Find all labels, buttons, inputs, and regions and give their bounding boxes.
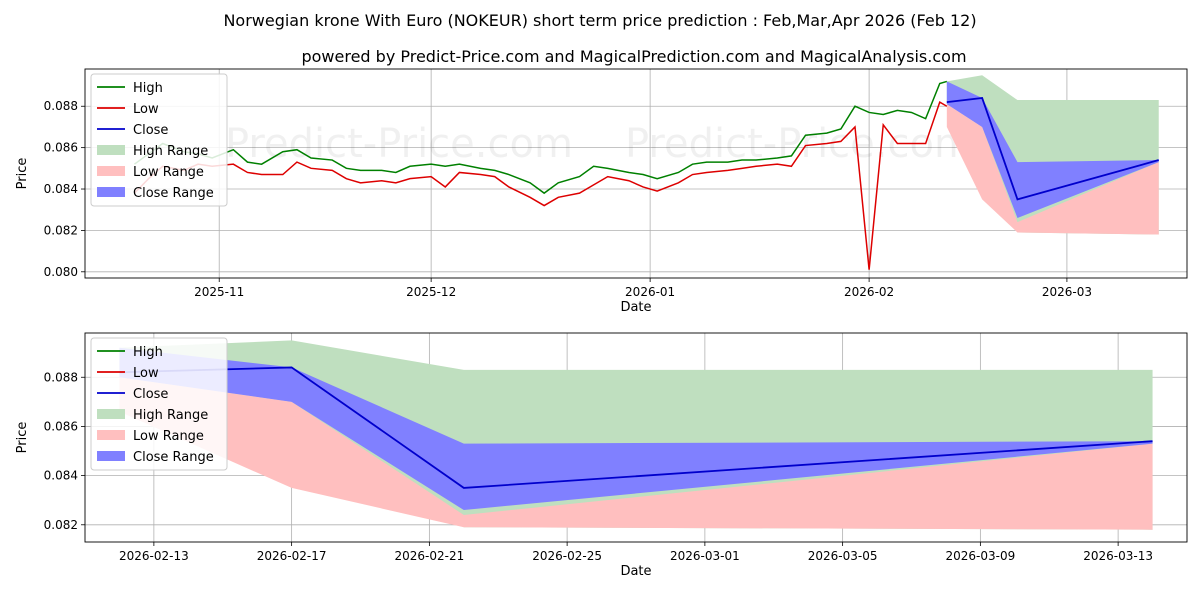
legend-low-range-swatch (97, 166, 125, 176)
legend-close-range-swatch (97, 187, 125, 197)
y-axis-label: Price (15, 422, 30, 454)
legend-high-range-swatch (97, 409, 125, 419)
legend-high-range-label: High Range (133, 408, 208, 423)
x-axis-label: Date (620, 300, 651, 315)
x-tick-label: 2026-03-01 (670, 549, 740, 563)
legend-low-range-swatch (97, 430, 125, 440)
x-tick-label: 2026-02-17 (257, 549, 327, 563)
legend-low-label: Low (133, 366, 159, 381)
legend: High Low Close High Range Low Range Close Ran… (90, 73, 228, 207)
legend-close-range-swatch (97, 451, 125, 461)
bottom-panel: Predict-Price.comPredict-Price.comPredic… (15, 332, 1188, 579)
y-tick-label: 0.084 (44, 182, 78, 196)
x-tick-label: 2026-02 (844, 285, 894, 299)
legend-low-label: Low (133, 102, 159, 117)
low-range-band (946, 104, 1159, 235)
x-tick-label: 2026-02-25 (532, 549, 602, 563)
watermark-text: Predict-Price.com (225, 121, 573, 167)
y-tick-label: 0.084 (44, 469, 78, 483)
legend-low-range-label: Low Range (133, 429, 204, 444)
legend-close-label: Close (133, 123, 168, 138)
y-tick-label: 0.088 (44, 370, 78, 384)
legend-close-range-label: Close Range (133, 186, 214, 201)
y-tick-label: 0.086 (44, 419, 78, 433)
legend-high-label: High (133, 345, 163, 360)
x-tick-label: 2026-03-13 (1083, 549, 1153, 563)
legend-high-range-swatch (97, 145, 125, 155)
chart-subtitle: powered by Predict-Price.com and Magical… (301, 47, 966, 66)
legend-high-range-label: High Range (133, 144, 208, 159)
x-tick-label: 2025-11 (194, 285, 244, 299)
x-tick-label: 2026-03 (1042, 285, 1092, 299)
legend: High Low Close High Range Low Range Close Ran… (90, 337, 228, 471)
y-tick-label: 0.080 (44, 265, 78, 279)
y-tick-label: 0.082 (44, 223, 78, 237)
top-panel: Predict-Price.com Predict-Price.comPredic… (15, 68, 1188, 334)
y-tick-label: 0.086 (44, 141, 78, 155)
plot-frame (84, 68, 1188, 279)
legend-high-label: High (133, 81, 163, 96)
y-axis-label: Price (15, 158, 30, 190)
chart-title: Norwegian krone With Euro (NOKEUR) short… (223, 11, 976, 30)
x-tick-label: 2026-02-13 (119, 549, 189, 563)
close-range-band (946, 81, 1159, 218)
x-tick-label: 2026-03-09 (946, 549, 1016, 563)
low-range-band (119, 377, 1153, 530)
plot-frame (84, 332, 1188, 543)
x-tick-label: 2026-03-05 (808, 549, 878, 563)
close-line (946, 96, 1159, 201)
legend-close-label: Close (133, 387, 168, 402)
y-tick-label: 0.082 (44, 518, 78, 532)
legend-close-range-label: Close Range (133, 450, 214, 465)
legend-low-range-label: Low Range (133, 165, 204, 180)
x-tick-label: 2026-02-21 (395, 549, 465, 563)
high-line (134, 80, 948, 195)
x-axis-label: Date (620, 564, 651, 579)
x-tick-label: 2025-12 (406, 285, 456, 299)
x-tick-label: 2026-01 (625, 285, 675, 299)
low-line (133, 100, 948, 270)
watermark-text: Predict-Price.com (225, 288, 573, 334)
y-tick-label: 0.088 (44, 99, 78, 113)
